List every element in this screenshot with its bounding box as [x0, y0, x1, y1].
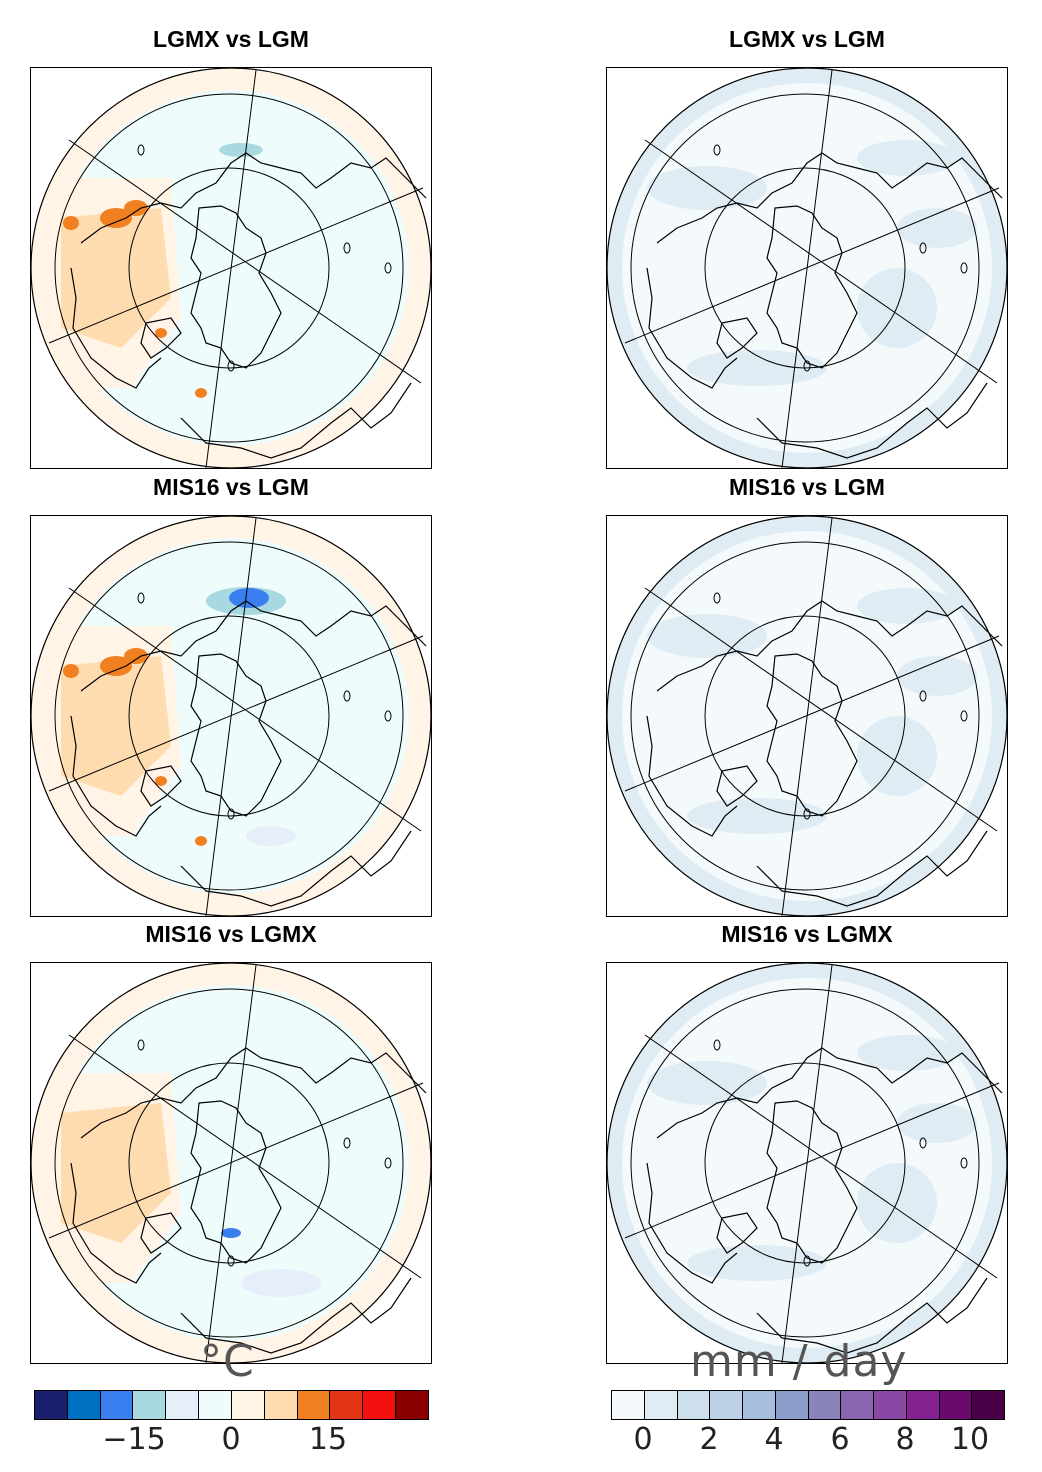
- precipitation-colorbar-swatch: [939, 1391, 973, 1419]
- precipitation-colorbar-swatch: [808, 1391, 842, 1419]
- precipitation-colorbar-swatch: [612, 1391, 645, 1419]
- temperature-colorbar-swatch: [100, 1391, 134, 1419]
- temperature-colorbar-swatch: [166, 1391, 200, 1419]
- temperature-colorbar-swatch: [199, 1391, 232, 1419]
- temperature-unit-label: °C: [200, 1336, 255, 1387]
- precipitation-tick-label: 10: [950, 1422, 990, 1457]
- precipitation-colorbar-swatch: [906, 1391, 940, 1419]
- precipitation-colorbar-swatch: [972, 1391, 1004, 1419]
- precipitation-tick-label: 2: [699, 1422, 719, 1457]
- temperature-colorbar-swatch: [67, 1391, 101, 1419]
- map-panel-left-1: [30, 67, 432, 469]
- precipitation-colorbar-swatch: [743, 1391, 776, 1419]
- polar-map: [31, 516, 431, 916]
- precipitation-colorbar-swatch: [841, 1391, 874, 1419]
- polar-map: [607, 68, 1007, 468]
- temperature-colorbar-swatch: [35, 1391, 68, 1419]
- precipitation-unit-label: mm / day: [690, 1336, 908, 1387]
- map-panel-right-1: [606, 67, 1008, 469]
- temperature-tick-label: 15: [308, 1422, 348, 1457]
- panel-title-right-2: MIS16 vs LGM: [729, 474, 885, 500]
- map-panel-right-3: [606, 962, 1008, 1364]
- precipitation-colorbar-swatch: [677, 1391, 711, 1419]
- polar-map: [31, 963, 431, 1363]
- map-panel-left-2: [30, 515, 432, 917]
- temperature-colorbar-swatch: [396, 1391, 428, 1419]
- panel-title-right-1: LGMX vs LGM: [729, 26, 885, 52]
- precipitation-colorbar: [611, 1390, 1005, 1420]
- map-panel-right-2: [606, 515, 1008, 917]
- temperature-colorbar-swatch: [264, 1391, 298, 1419]
- polar-map: [607, 516, 1007, 916]
- temperature-colorbar-swatch: [297, 1391, 331, 1419]
- precipitation-tick-label: 6: [830, 1422, 850, 1457]
- precipitation-tick-label: 8: [895, 1422, 915, 1457]
- temperature-colorbar-swatch: [133, 1391, 167, 1419]
- polar-map: [607, 963, 1007, 1363]
- temperature-colorbar-swatch: [231, 1391, 265, 1419]
- precipitation-tick-label: 4: [764, 1422, 784, 1457]
- polar-map: [31, 68, 431, 468]
- panel-title-left-3: MIS16 vs LGMX: [145, 921, 317, 947]
- precipitation-tick-label: 0: [633, 1422, 653, 1457]
- panel-title-left-2: MIS16 vs LGM: [153, 474, 309, 500]
- panel-title-left-1: LGMX vs LGM: [153, 26, 309, 52]
- temperature-tick-label: 0: [221, 1422, 241, 1457]
- temperature-tick-label: −15: [102, 1422, 166, 1457]
- precipitation-colorbar-swatch: [874, 1391, 907, 1419]
- precipitation-colorbar-swatch: [644, 1391, 678, 1419]
- temperature-colorbar-swatch: [330, 1391, 364, 1419]
- map-panel-left-3: [30, 962, 432, 1364]
- panel-title-right-3: MIS16 vs LGMX: [721, 921, 893, 947]
- temperature-colorbar: [34, 1390, 429, 1420]
- precipitation-colorbar-swatch: [775, 1391, 809, 1419]
- temperature-colorbar-swatch: [363, 1391, 397, 1419]
- precipitation-colorbar-swatch: [710, 1391, 743, 1419]
